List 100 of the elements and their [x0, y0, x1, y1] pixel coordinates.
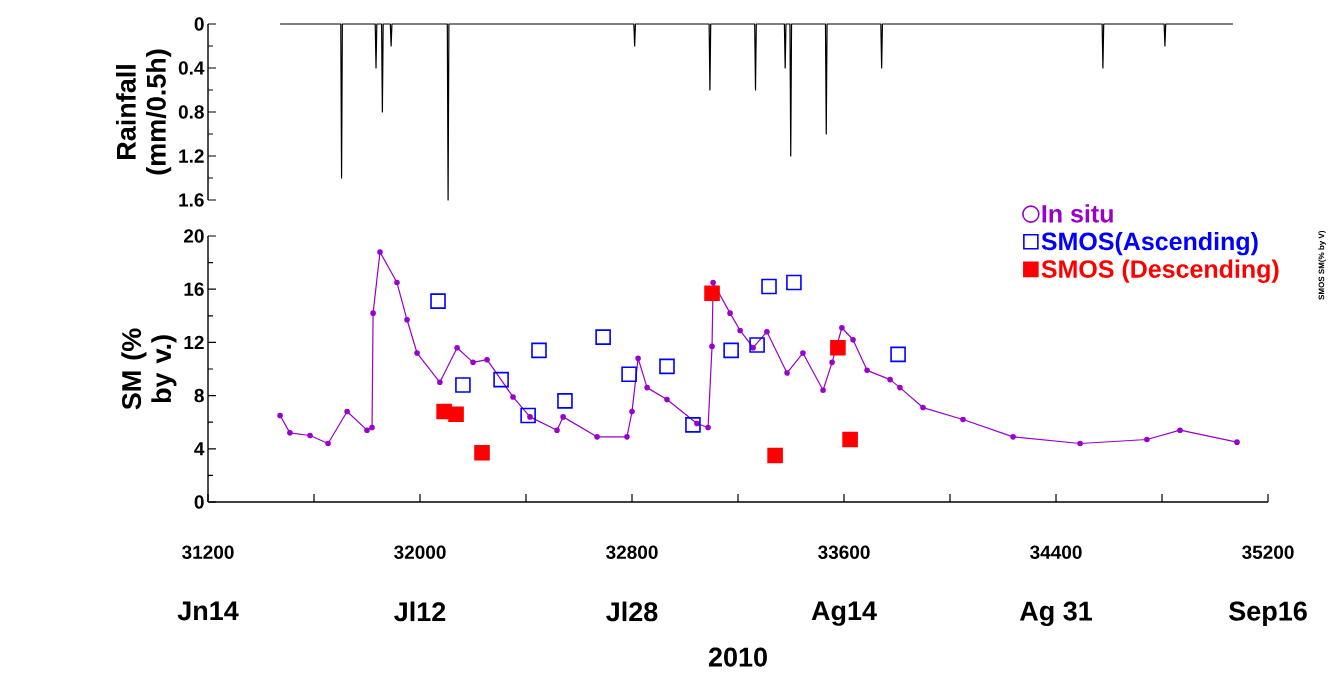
point	[1077, 440, 1083, 447]
point	[784, 370, 790, 376]
point	[864, 367, 870, 374]
point	[404, 316, 410, 323]
point	[820, 387, 826, 394]
y-axis-title: Rainfall (mm/0.5h)	[116, 49, 172, 175]
point	[685, 417, 701, 433]
y-tick-label: 0.4	[178, 61, 205, 75]
y-tick-label: 1.6	[179, 193, 204, 207]
point	[470, 359, 476, 366]
point	[829, 359, 835, 366]
point	[454, 344, 460, 351]
text: Ag14	[811, 601, 877, 626]
point	[1010, 434, 1016, 440]
x-axis-title: 2010	[708, 647, 767, 667]
point	[749, 337, 765, 353]
point	[560, 414, 566, 420]
point	[767, 447, 783, 464]
point	[694, 420, 700, 427]
point	[737, 327, 743, 334]
point	[594, 434, 600, 440]
point	[723, 342, 739, 359]
point	[455, 377, 471, 393]
x-tick-label: 32000	[394, 545, 446, 560]
point	[527, 414, 533, 420]
y2-axis-title: SMOS SM(% by V)	[1318, 231, 1326, 300]
point	[624, 434, 630, 440]
y-tick-label: 0	[194, 495, 204, 509]
y-tick-label: 0.8	[178, 105, 204, 119]
legend-label: In situ	[1042, 204, 1113, 223]
point	[659, 358, 675, 375]
y-tick-label: 8	[194, 388, 204, 403]
point	[705, 424, 711, 431]
x-tick-label: 34400	[1030, 545, 1082, 560]
point	[709, 343, 715, 350]
point	[727, 310, 733, 316]
point	[920, 404, 926, 411]
x-tick-label: 31200	[182, 545, 234, 560]
point	[850, 336, 856, 343]
point	[474, 444, 490, 461]
point	[493, 371, 509, 388]
point	[287, 430, 293, 436]
point	[664, 396, 670, 403]
point	[557, 393, 573, 409]
y-tick-label: 12	[184, 335, 204, 350]
text: Jn14	[177, 601, 239, 621]
point	[890, 346, 906, 363]
point	[377, 249, 383, 255]
point	[370, 310, 376, 316]
legend-label: SMOS(Ascending)	[1041, 231, 1258, 256]
point	[344, 408, 350, 415]
point	[1177, 427, 1183, 433]
point	[761, 278, 777, 295]
point	[554, 427, 560, 433]
point	[484, 356, 490, 363]
point	[520, 407, 536, 424]
point	[448, 406, 464, 423]
point	[437, 379, 443, 386]
text: Jl28	[606, 601, 658, 622]
point	[644, 384, 650, 391]
point	[325, 440, 331, 447]
point	[621, 366, 637, 383]
point	[1234, 439, 1240, 445]
point	[960, 416, 966, 423]
point	[842, 431, 858, 448]
point	[277, 412, 283, 419]
point	[764, 328, 770, 335]
legend-label: SMOS (Descending)	[1041, 259, 1279, 283]
point	[394, 279, 400, 286]
point	[369, 424, 375, 431]
x-tick-label: 32800	[606, 545, 658, 560]
y-axis-title: SM (% by v.)	[121, 328, 177, 410]
point	[786, 274, 802, 291]
point	[750, 344, 756, 351]
point	[710, 279, 716, 286]
point	[1144, 436, 1150, 443]
point	[595, 329, 611, 345]
text: Ag 31	[1019, 601, 1093, 627]
text: Jl12	[394, 601, 446, 622]
point	[531, 342, 547, 359]
point	[704, 285, 720, 301]
point	[307, 432, 313, 439]
point	[800, 350, 806, 356]
point	[830, 339, 846, 356]
y-tick-label: 16	[184, 282, 204, 296]
point	[414, 350, 420, 356]
y-tick-label: 20	[184, 229, 204, 243]
y-tick-label: 0	[194, 17, 204, 31]
line-series	[279, 23, 1234, 201]
text: Sep16	[1229, 601, 1307, 626]
point	[887, 376, 893, 383]
point	[364, 427, 370, 433]
point	[510, 394, 516, 400]
point	[629, 408, 635, 415]
point	[430, 293, 446, 309]
y-tick-label: 4	[194, 442, 205, 456]
y-tick-label: 1.2	[179, 149, 204, 163]
point	[635, 355, 641, 362]
point	[839, 324, 845, 331]
x-tick-label: 35200	[1242, 545, 1294, 560]
